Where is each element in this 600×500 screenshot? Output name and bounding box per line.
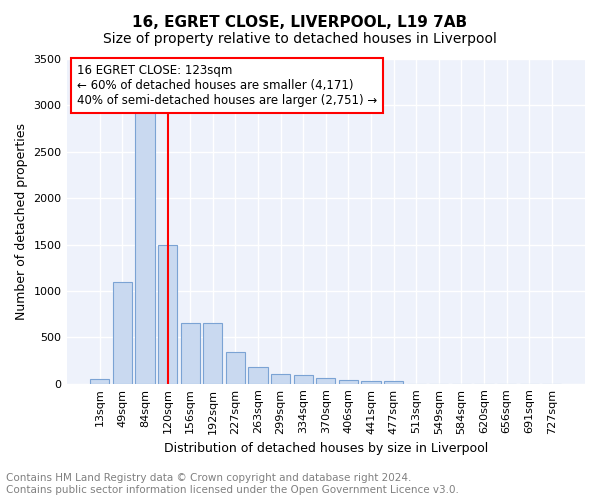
Bar	[226, 352, 245, 384]
Bar	[136, 110, 155, 384]
Bar	[293, 376, 313, 384]
Bar	[203, 324, 223, 384]
Bar	[181, 324, 200, 384]
Bar	[248, 367, 268, 384]
Text: Contains HM Land Registry data © Crown copyright and database right 2024.
Contai: Contains HM Land Registry data © Crown c…	[6, 474, 459, 495]
Bar	[339, 380, 358, 384]
Bar	[158, 244, 177, 384]
Bar	[113, 282, 132, 384]
Y-axis label: Number of detached properties: Number of detached properties	[15, 123, 28, 320]
Text: 16, EGRET CLOSE, LIVERPOOL, L19 7AB: 16, EGRET CLOSE, LIVERPOOL, L19 7AB	[133, 15, 467, 30]
Bar	[271, 374, 290, 384]
Text: Size of property relative to detached houses in Liverpool: Size of property relative to detached ho…	[103, 32, 497, 46]
Text: 16 EGRET CLOSE: 123sqm
← 60% of detached houses are smaller (4,171)
40% of semi-: 16 EGRET CLOSE: 123sqm ← 60% of detached…	[77, 64, 377, 107]
Bar	[316, 378, 335, 384]
Bar	[361, 381, 380, 384]
Bar	[384, 382, 403, 384]
X-axis label: Distribution of detached houses by size in Liverpool: Distribution of detached houses by size …	[164, 442, 488, 455]
Bar	[90, 379, 109, 384]
